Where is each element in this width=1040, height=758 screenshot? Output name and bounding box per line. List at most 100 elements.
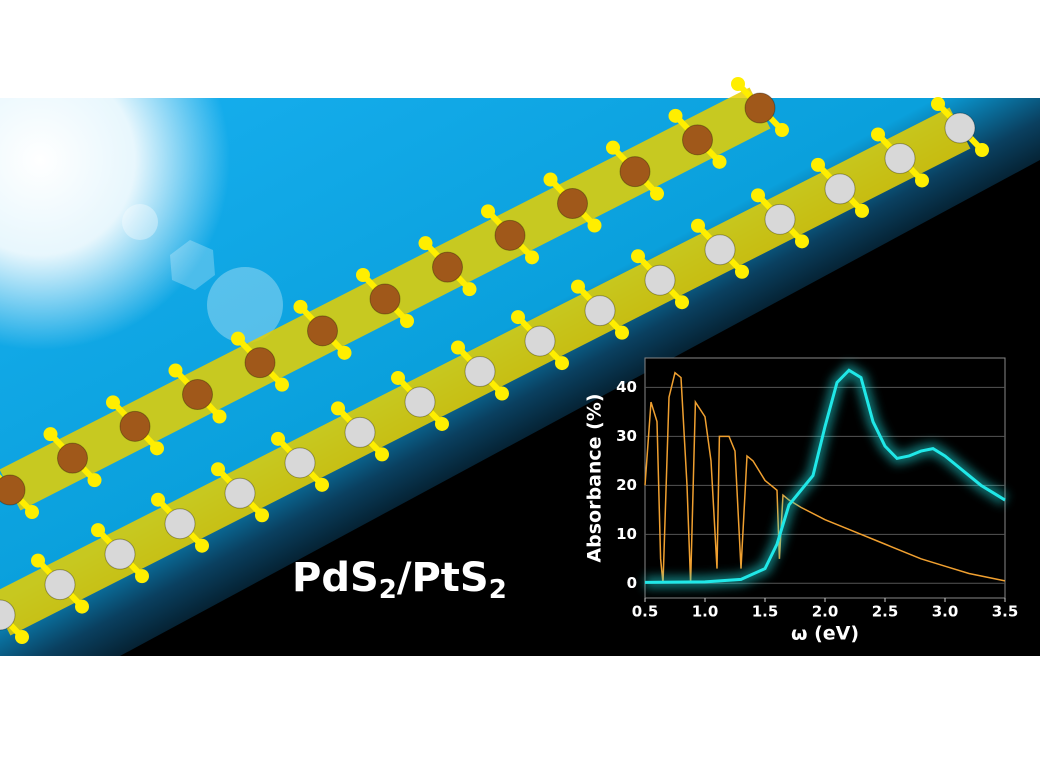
sulfur-atom (795, 234, 809, 249)
metal-atom (164, 508, 196, 540)
x-tick-label: 1.5 (752, 603, 779, 621)
metal-atom (584, 295, 616, 327)
sulfur-atom (255, 508, 269, 523)
x-tick-label: 3.0 (932, 603, 959, 621)
sulfur-atom (915, 173, 929, 188)
sulfur-atom (337, 345, 352, 360)
metal-atom (244, 347, 276, 379)
y-tick-label: 30 (616, 427, 637, 445)
atomic-layers (0, 77, 989, 644)
sulfur-atom (871, 127, 885, 142)
metal-atom (744, 92, 776, 124)
sulfur-atom (543, 172, 558, 187)
metal-atom (57, 442, 88, 474)
metal-atom (524, 325, 556, 357)
sulfur-atom (675, 295, 689, 310)
sulfur-atom (135, 569, 149, 584)
sulfur-atom (691, 218, 705, 233)
sulfur-atom (481, 204, 495, 219)
x-tick-label: 1.0 (692, 603, 719, 621)
sulfur-atom (751, 188, 765, 203)
sulfur-atom (331, 401, 345, 416)
sulfur-atom (555, 356, 569, 371)
x-tick-label: 3.5 (992, 603, 1019, 621)
metal-atom (704, 234, 736, 266)
sulfur-atom (855, 203, 869, 218)
sulfur-atom (195, 538, 209, 553)
sulfur-atom (735, 264, 749, 279)
metal-atom (182, 379, 213, 410)
sulfur-atom (668, 108, 683, 123)
metal-atom (644, 264, 676, 296)
metal-atom (824, 173, 856, 205)
sulfur-atom (25, 505, 39, 519)
inset-chart: 0 10 20 30 40 0.5 1.0 1.5 2.0 2.5 3.0 3.5 ω (eV) Abso… (584, 362, 1019, 645)
sulfur-atom (31, 553, 45, 568)
sulfur-atom (400, 314, 414, 328)
sulfur-atom (731, 77, 745, 91)
sulfur-atom (495, 386, 509, 401)
sulfur-atom (631, 249, 645, 264)
metal-atom (464, 356, 496, 387)
x-tick-label: 2.0 (812, 603, 839, 621)
sun (0, 0, 230, 350)
sulfur-atom (271, 431, 285, 446)
sulfur-atom (375, 447, 389, 462)
lens-flare (207, 267, 283, 343)
series-line (644, 368, 1006, 584)
sulfur-atom (931, 97, 945, 111)
sulfur-atom (511, 310, 525, 325)
sulfur-atom (212, 409, 227, 424)
metal-atom (224, 477, 256, 509)
sulfur-atom (151, 492, 165, 507)
sulfur-atom (435, 416, 449, 431)
sulfur-atom (150, 441, 164, 456)
sulfur-atom (293, 299, 308, 314)
sulfur-atom (15, 630, 29, 644)
sulfur-atom (106, 395, 120, 410)
metal-atom (557, 188, 588, 219)
x-axis-label: ω (eV) (791, 623, 859, 645)
metal-atom (0, 599, 16, 631)
sulfur-atom (587, 218, 602, 233)
sulfur-atom (462, 282, 477, 297)
y-tick-label: 20 (616, 476, 637, 494)
sulfur-atom (525, 250, 539, 265)
y-axis-label: Absorbance (%) (584, 393, 606, 562)
sulfur-atom (418, 236, 433, 251)
sulfur-atom (975, 143, 989, 157)
y-tick-label: 40 (616, 378, 637, 396)
sulfur-atom (650, 186, 664, 201)
y-tick-label: 0 (627, 574, 637, 592)
metal-atom (432, 251, 463, 283)
lens-flare (170, 240, 215, 290)
metal-atom (494, 219, 526, 251)
lens-flare (122, 204, 158, 240)
sulfur-atom (712, 154, 727, 169)
bond (0, 609, 25, 640)
metal-atom (619, 156, 651, 188)
metal-atom (404, 386, 436, 418)
metal-atom (369, 283, 401, 315)
sulfur-atom (315, 477, 329, 492)
sulfur-atom (811, 157, 825, 172)
sulfur-atom (168, 363, 183, 378)
sulfur-atom (391, 370, 405, 385)
sulfur-atom (775, 123, 789, 137)
sulfur-atom (87, 473, 102, 488)
metal-atom (884, 142, 916, 174)
sulfur-atom (275, 377, 289, 392)
sulfur-atom (211, 462, 225, 477)
metal-atom (682, 124, 713, 156)
sulfur-atom (615, 325, 629, 340)
y-tick-label: 10 (616, 525, 637, 543)
metal-atom (0, 474, 26, 506)
sulfur-atom (451, 340, 465, 355)
sulfur-atom (356, 268, 370, 282)
series-line (644, 371, 1006, 584)
material-label: PdS2/PtS2 (292, 555, 507, 605)
metal-atom (104, 538, 136, 570)
metal-atom (764, 203, 796, 235)
x-tick-label: 0.5 (632, 603, 659, 621)
